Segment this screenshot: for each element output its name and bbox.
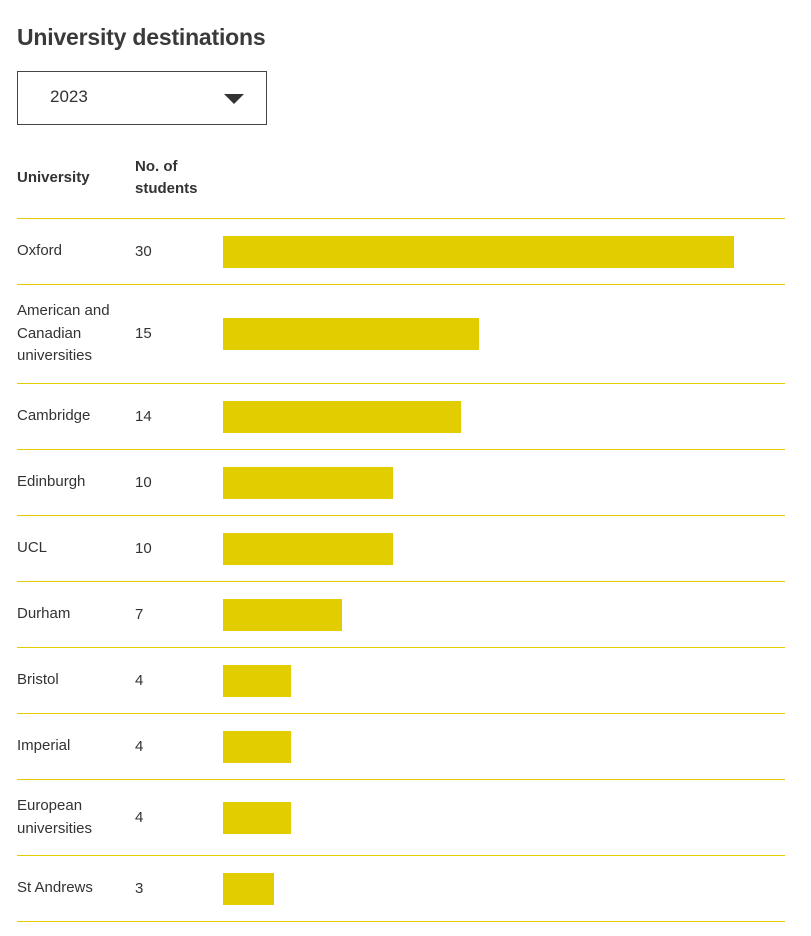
student-count: 15 <box>135 325 152 342</box>
table-row: Imperial 4 <box>0 714 811 779</box>
bar-european-universities <box>223 801 291 834</box>
row-divider <box>17 855 785 856</box>
row-divider <box>17 449 785 450</box>
bar-oxford <box>223 235 734 268</box>
table-row: Durham 7 <box>0 582 811 647</box>
year-select-value: 2023 <box>50 87 88 106</box>
row-divider <box>17 515 785 516</box>
bar-edinburgh <box>223 466 393 499</box>
student-count: 4 <box>135 808 144 826</box>
table-row: European universities 4 <box>0 780 811 855</box>
student-count: 7 <box>135 605 144 623</box>
row-divider <box>17 647 785 648</box>
student-count: 14 <box>135 407 152 425</box>
university-name: Bristol <box>17 671 59 689</box>
university-name: Edinburgh <box>17 473 86 491</box>
table-row: Edinburgh 10 <box>0 450 811 515</box>
row-divider <box>17 779 785 780</box>
bar-st-andrews <box>223 872 274 905</box>
column-header-university: University <box>17 169 90 186</box>
table-row: Oxford 30 <box>0 219 811 284</box>
table-row: Bristol 4 <box>0 648 811 713</box>
row-divider <box>17 713 785 714</box>
bar-imperial <box>223 730 291 763</box>
row-divider <box>17 284 785 285</box>
row-divider <box>17 383 785 384</box>
table-row: St Andrews 3 <box>0 856 811 921</box>
row-divider <box>17 581 785 582</box>
university-name: St Andrews <box>17 879 93 897</box>
bar-bristol <box>223 664 291 697</box>
year-select[interactable]: 2023 <box>17 71 267 125</box>
university-name: Cambridge <box>17 407 91 425</box>
university-name: UCL <box>17 539 48 557</box>
student-count: 30 <box>135 242 152 260</box>
column-header-students: No. of students <box>135 158 198 197</box>
table-row: American and Canadian universities 15 <box>0 285 811 383</box>
university-name: American and Canadian universities <box>17 302 110 365</box>
university-name: European universities <box>17 797 93 837</box>
student-count: 4 <box>135 671 144 689</box>
university-name: Oxford <box>17 242 63 260</box>
bar-cambridge <box>223 400 461 433</box>
bar-ucl <box>223 532 393 565</box>
chevron-down-icon <box>224 94 244 104</box>
student-count: 10 <box>135 473 152 491</box>
student-count: 3 <box>135 879 144 897</box>
row-divider <box>17 921 785 922</box>
student-count: 4 <box>135 737 144 755</box>
table-row: UCL 10 <box>0 516 811 581</box>
bar-american-and-canadian-universities <box>223 318 479 350</box>
university-name: Imperial <box>17 737 71 755</box>
row-divider <box>17 218 785 219</box>
page-title: University destinations <box>17 24 266 50</box>
university-name: Durham <box>17 605 71 623</box>
student-count: 10 <box>135 539 152 557</box>
bar-durham <box>223 598 342 631</box>
table-row: Cambridge 14 <box>0 384 811 449</box>
